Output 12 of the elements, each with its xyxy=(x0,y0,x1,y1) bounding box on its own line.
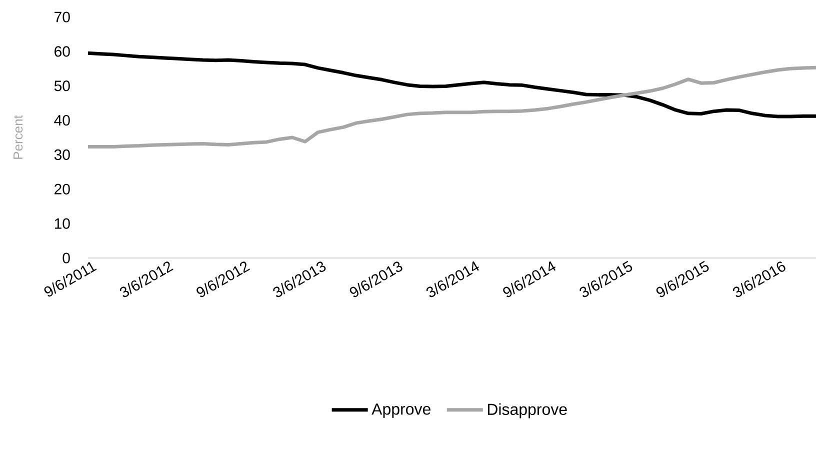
y-tick-label: 40 xyxy=(54,114,70,126)
y-tick-label: 60 xyxy=(54,46,70,57)
y-tick-label: 20 xyxy=(54,184,70,194)
legend-label: Approve xyxy=(372,404,430,418)
legend-label: Disapprove xyxy=(488,403,567,418)
y-axis-title: Percent xyxy=(14,115,23,159)
y-tick-label: 50 xyxy=(54,80,70,92)
y-tick-label: 10 xyxy=(54,218,70,229)
line-series xyxy=(86,51,816,118)
y-tick-label: 70 xyxy=(54,12,70,22)
y-tick-label: 30 xyxy=(54,149,70,160)
y-tick-label: 0 xyxy=(62,252,70,264)
